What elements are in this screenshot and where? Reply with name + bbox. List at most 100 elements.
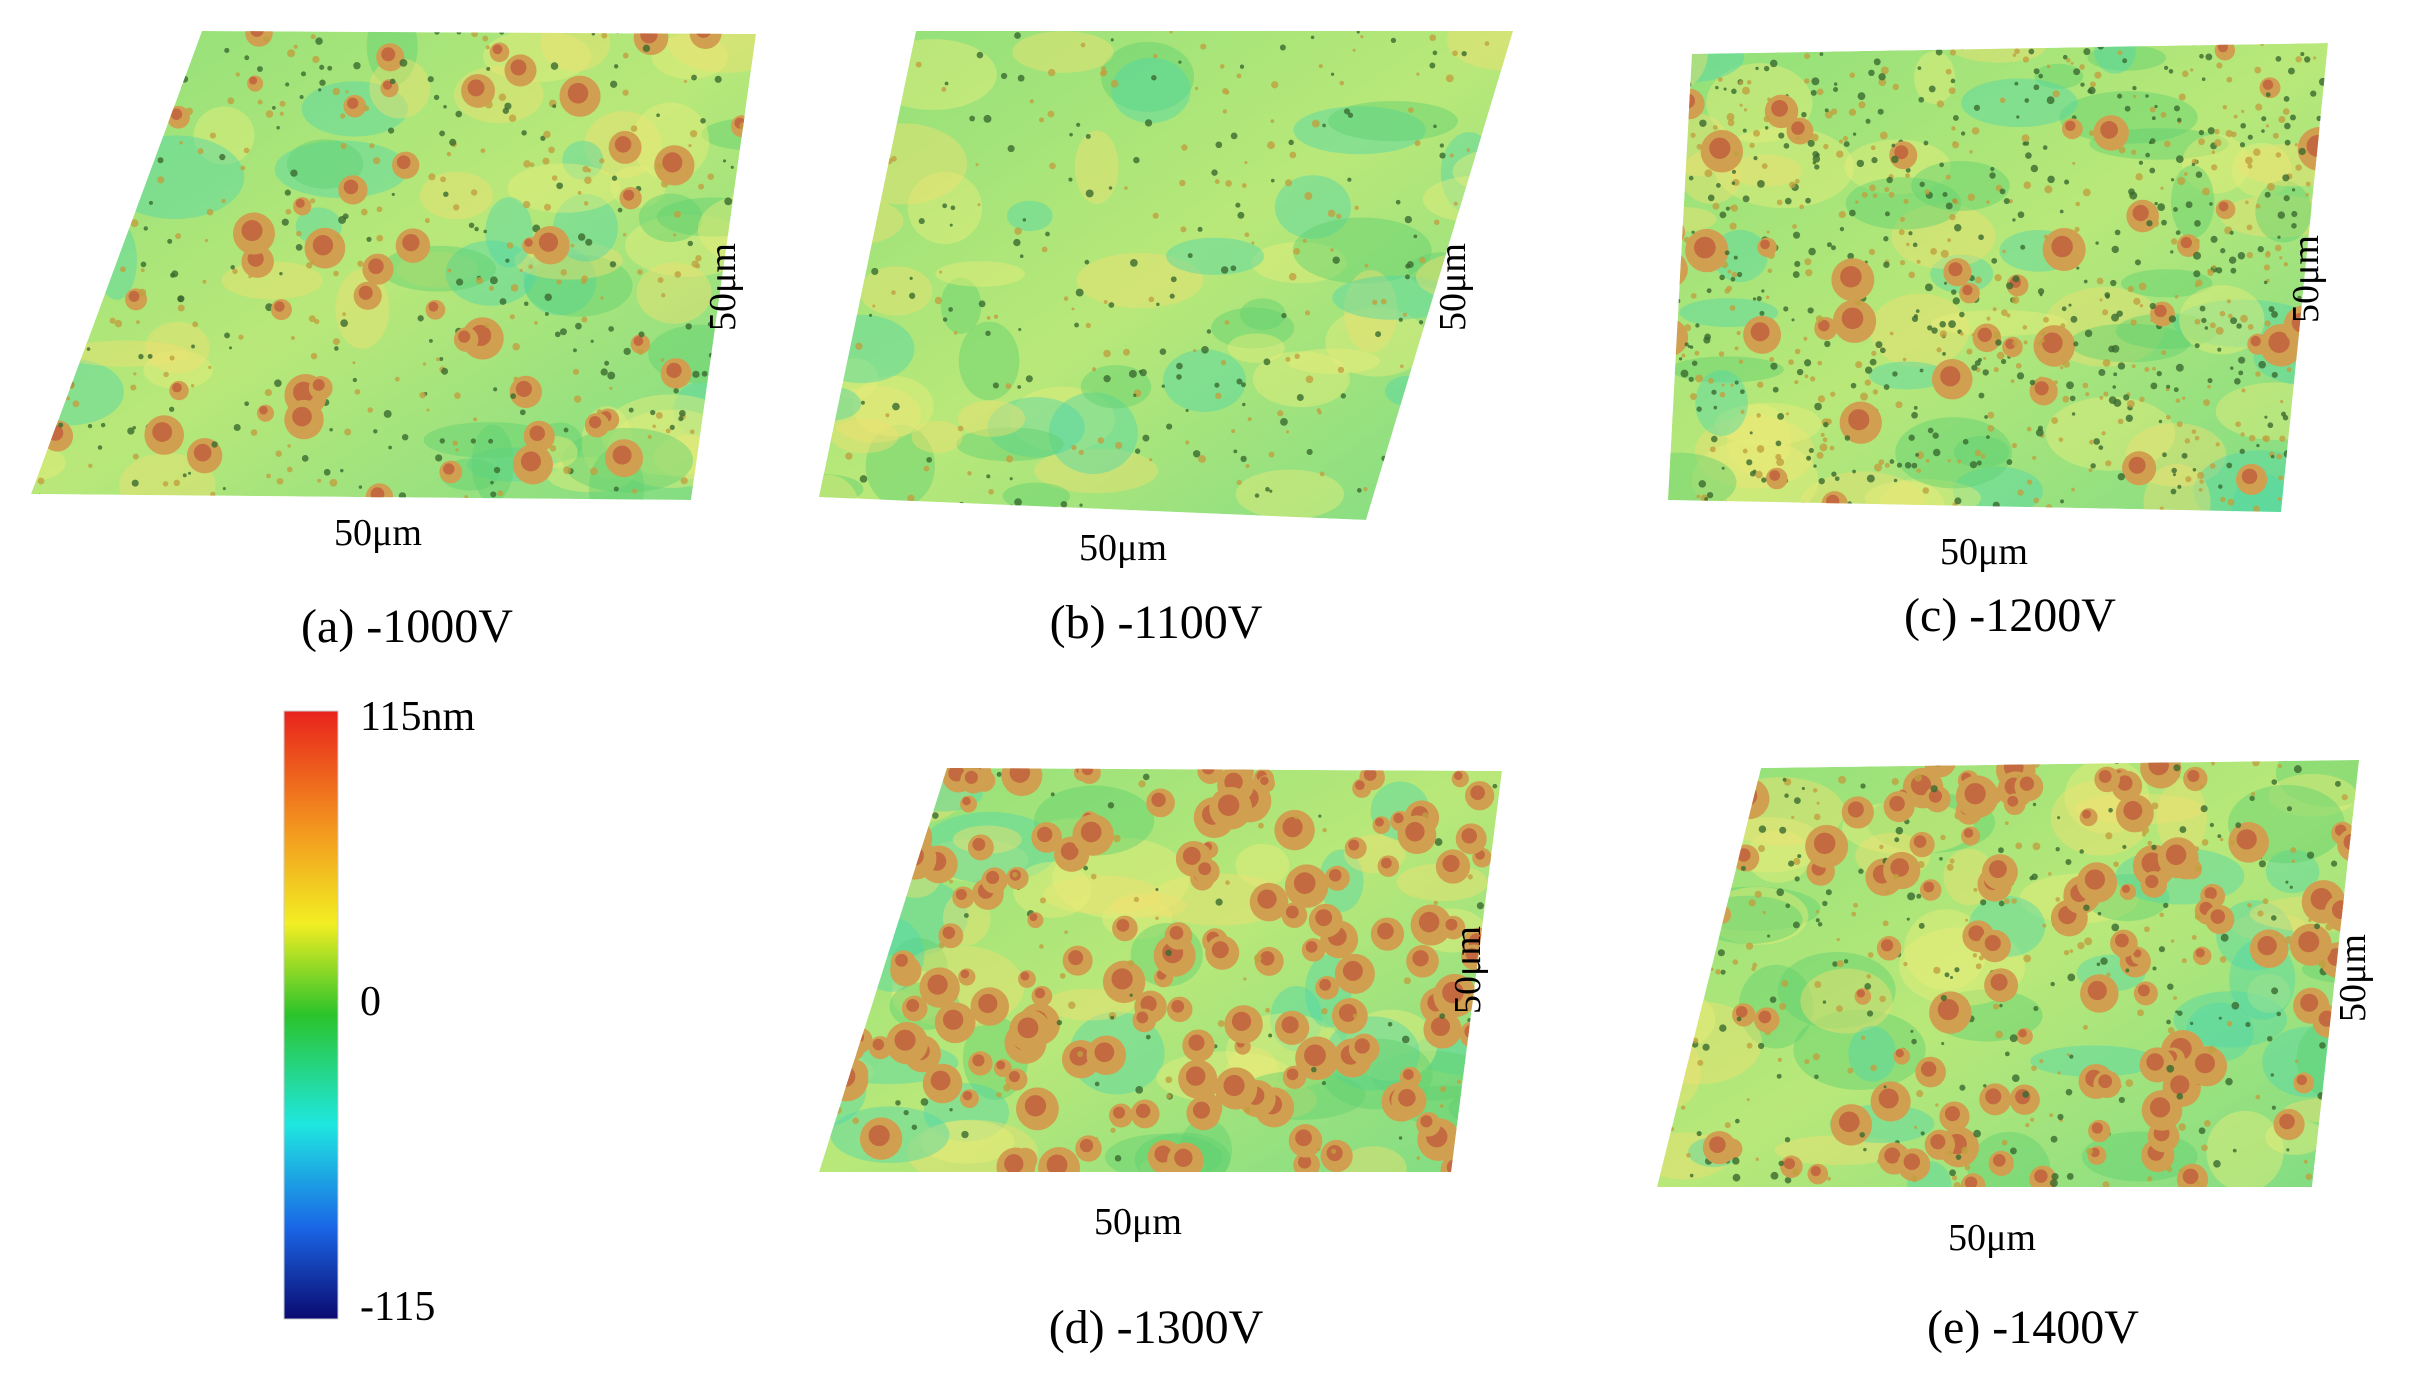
pit bbox=[1954, 967, 1960, 973]
pit bbox=[1721, 383, 1725, 387]
pit bbox=[1201, 345, 1209, 354]
pit bbox=[1014, 32, 1021, 39]
peak-top bbox=[1668, 223, 1678, 236]
pit bbox=[2238, 370, 2244, 376]
patch bbox=[1657, 760, 1740, 834]
pit bbox=[2200, 805, 2208, 813]
patch bbox=[1746, 830, 1811, 883]
pit bbox=[1722, 500, 1729, 507]
patch bbox=[625, 214, 752, 277]
pit bbox=[1239, 64, 1245, 69]
pit bbox=[2253, 505, 2260, 512]
pit bbox=[1727, 269, 1732, 274]
peak-top bbox=[972, 837, 986, 851]
pit bbox=[1690, 783, 1697, 790]
patch bbox=[2215, 382, 2328, 440]
peak-top bbox=[1223, 1074, 1245, 1097]
pit bbox=[140, 91, 144, 95]
pit bbox=[2151, 844, 2157, 851]
pit bbox=[2262, 898, 2269, 905]
pit bbox=[334, 346, 339, 351]
pit bbox=[188, 471, 192, 475]
pit bbox=[1940, 834, 1946, 841]
pit bbox=[1916, 451, 1925, 460]
pit bbox=[1813, 464, 1817, 468]
pit bbox=[2082, 1024, 2088, 1030]
pit bbox=[497, 490, 504, 497]
pit bbox=[1691, 360, 1698, 366]
pit bbox=[340, 142, 347, 150]
pit bbox=[1812, 1053, 1820, 1061]
pit bbox=[1996, 351, 2005, 360]
pit bbox=[1971, 127, 1980, 135]
pit bbox=[2146, 220, 2153, 227]
pit bbox=[1688, 376, 1694, 383]
pit bbox=[2139, 304, 2144, 308]
pit bbox=[65, 154, 72, 160]
pit bbox=[1007, 145, 1015, 153]
peak-top bbox=[1393, 812, 1404, 824]
pit bbox=[1804, 46, 1811, 53]
pit bbox=[1429, 34, 1437, 42]
pit bbox=[1964, 1164, 1971, 1171]
pit bbox=[1684, 342, 1689, 347]
pit bbox=[707, 173, 714, 180]
patch bbox=[1422, 175, 1513, 223]
peak-top bbox=[662, 152, 683, 173]
peak-top bbox=[1377, 922, 1394, 940]
pit bbox=[2080, 82, 2085, 87]
pit bbox=[1085, 189, 1094, 198]
pit bbox=[1948, 87, 1956, 95]
peak-top bbox=[250, 31, 264, 37]
pit bbox=[1322, 828, 1327, 833]
pit bbox=[2066, 58, 2071, 63]
pit bbox=[2256, 443, 2260, 448]
pit bbox=[2173, 764, 2181, 772]
pit bbox=[310, 261, 314, 265]
pit bbox=[993, 314, 999, 319]
pit bbox=[147, 353, 153, 359]
pit bbox=[915, 61, 922, 68]
patch bbox=[540, 31, 611, 72]
pit bbox=[2175, 155, 2184, 164]
pit bbox=[1685, 937, 1692, 944]
pit bbox=[2211, 164, 2218, 171]
pit bbox=[2194, 913, 2201, 920]
pit bbox=[2017, 211, 2025, 219]
pit bbox=[1928, 85, 1936, 93]
pit bbox=[657, 277, 664, 284]
pit bbox=[1399, 364, 1404, 369]
pit bbox=[2159, 912, 2164, 918]
pit bbox=[1775, 440, 1782, 447]
pit bbox=[1433, 219, 1440, 226]
pit bbox=[279, 111, 284, 116]
pit bbox=[1886, 890, 1890, 894]
pit bbox=[900, 846, 907, 853]
peak-top bbox=[1968, 925, 1985, 942]
x-label: 50μm bbox=[334, 512, 422, 554]
pit bbox=[2207, 1045, 2216, 1054]
pit bbox=[1387, 1021, 1393, 1027]
pit bbox=[949, 1108, 953, 1112]
pit bbox=[285, 82, 290, 87]
pit bbox=[1814, 402, 1822, 411]
pit bbox=[319, 79, 326, 86]
pit bbox=[1761, 163, 1768, 170]
pit bbox=[695, 255, 702, 262]
pit bbox=[1460, 1113, 1465, 1119]
pit bbox=[1735, 1118, 1740, 1124]
peak bbox=[689, 31, 722, 49]
pit bbox=[1251, 241, 1255, 245]
pit bbox=[2194, 318, 2201, 325]
pit bbox=[1398, 1136, 1403, 1140]
pit bbox=[909, 276, 913, 280]
pit bbox=[1687, 797, 1694, 803]
pit bbox=[1429, 62, 1436, 69]
pit bbox=[204, 238, 209, 243]
pit bbox=[1014, 227, 1022, 235]
pit bbox=[1756, 296, 1762, 302]
pit bbox=[2237, 252, 2246, 260]
pit bbox=[692, 370, 700, 378]
pit bbox=[1293, 248, 1301, 255]
pit bbox=[266, 473, 271, 479]
